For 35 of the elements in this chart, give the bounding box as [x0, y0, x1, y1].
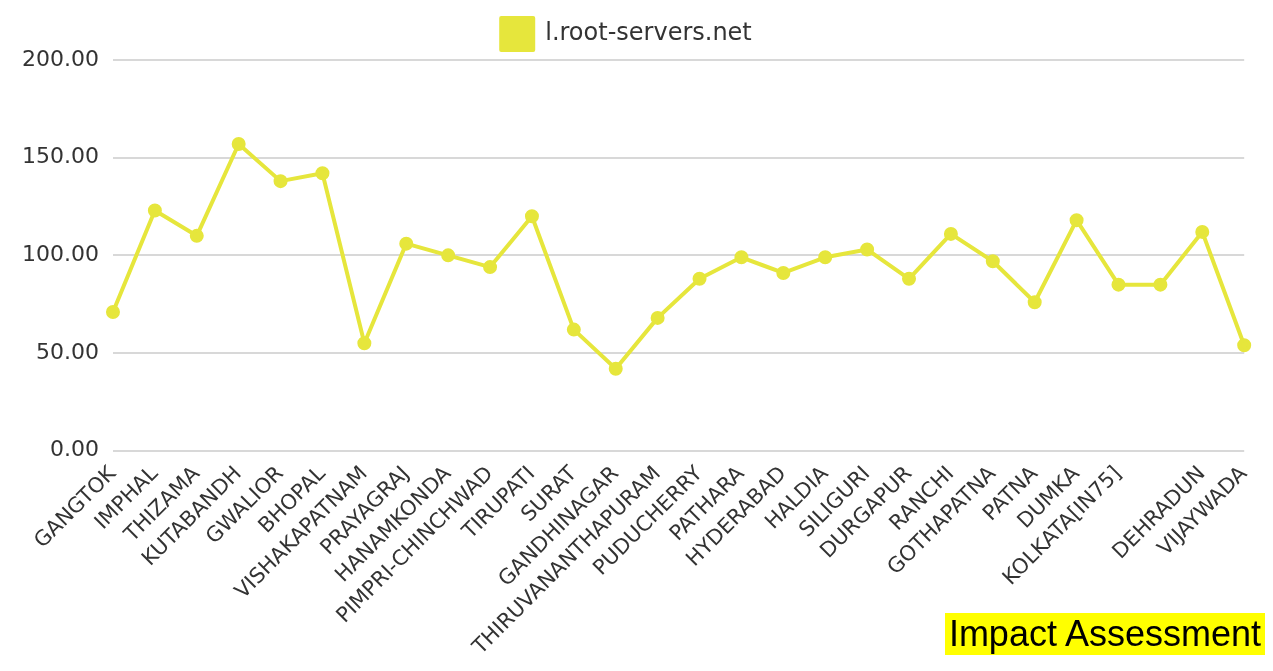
point — [776, 265, 791, 280]
point — [399, 236, 414, 251]
text: Impact Assessment — [944, 613, 1265, 655]
point — [105, 305, 120, 320]
point — [1069, 213, 1084, 228]
point — [273, 174, 288, 189]
y-tick-label: 150.00 — [21, 143, 99, 169]
point — [650, 310, 665, 325]
point — [483, 260, 498, 275]
point — [147, 203, 162, 218]
point — [608, 361, 623, 376]
point — [860, 242, 875, 257]
point — [357, 336, 372, 351]
point — [1153, 277, 1168, 292]
y-tick-label: 0.00 — [49, 436, 99, 462]
point — [315, 166, 330, 181]
point — [524, 209, 539, 224]
point — [1237, 338, 1252, 353]
y-tick-label: 50.00 — [35, 338, 99, 364]
point — [902, 271, 917, 286]
point — [566, 322, 581, 337]
y-tick-label: 200.00 — [21, 45, 99, 71]
y-tick-label: 100.00 — [21, 241, 99, 267]
point — [818, 250, 833, 265]
point — [1111, 277, 1126, 292]
point — [189, 228, 204, 243]
point — [441, 248, 456, 263]
legend-label: l.root-servers.net — [545, 18, 752, 47]
point — [734, 250, 749, 265]
point — [1195, 224, 1210, 239]
point — [231, 137, 246, 152]
point — [985, 254, 1000, 269]
point — [692, 271, 707, 286]
point — [943, 226, 958, 241]
point — [1027, 295, 1042, 310]
